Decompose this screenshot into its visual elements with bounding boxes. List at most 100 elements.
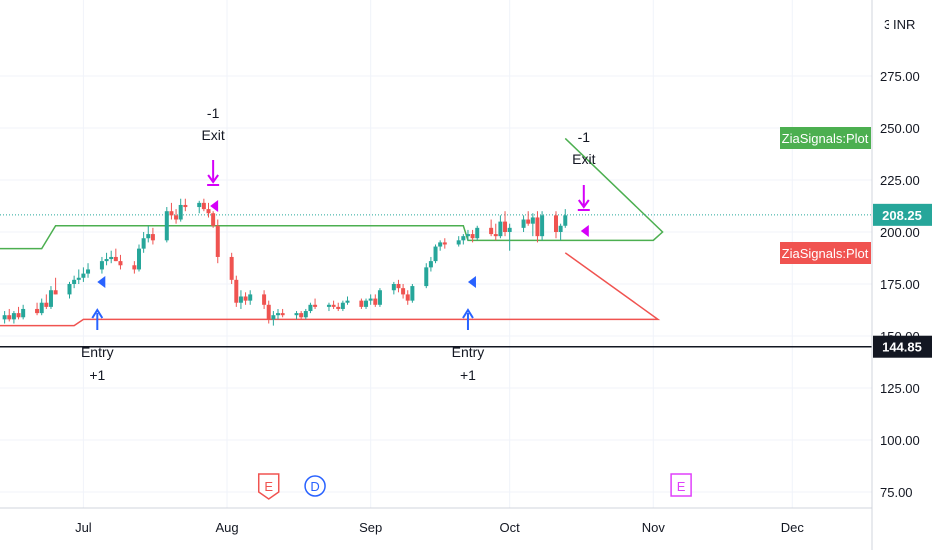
candle-body (197, 202, 202, 208)
candle-body (391, 284, 396, 291)
candle-body (276, 313, 280, 316)
dividend-icon (304, 475, 326, 497)
time-axis[interactable]: Jul Aug Sep Oct Nov Dec (75, 520, 804, 535)
candle-body (475, 227, 480, 239)
earnings-upcoming-icon (670, 473, 692, 497)
candle-body (498, 221, 503, 237)
candle-body (336, 306, 341, 309)
candle-body (377, 290, 382, 305)
exit-arrow-head-icon (207, 174, 219, 184)
time-tick-label: Aug (215, 520, 238, 535)
time-tick-label: Nov (642, 520, 666, 535)
currency-badge[interactable] (889, 14, 919, 34)
exit-flag-icon (580, 225, 589, 237)
event-letter: E (677, 479, 686, 494)
currency-prefix: 3 (884, 17, 891, 32)
last-price-label-bg (873, 203, 932, 226)
time-tick-label: Sep (359, 520, 382, 535)
candle-body (554, 215, 558, 232)
candle-body (280, 313, 285, 316)
earnings-icon (257, 473, 280, 500)
price-tick-label: 200.00 (880, 225, 920, 240)
signal-label: Entry (81, 344, 114, 360)
candle-body (248, 294, 253, 301)
candle-body (48, 290, 53, 307)
candle-body (503, 221, 508, 232)
event-letter: D (310, 479, 319, 494)
candle-body (563, 215, 568, 226)
candle-body (558, 225, 563, 232)
signal-label: -1 (578, 129, 591, 145)
signal-bands (0, 137, 872, 348)
candle-body (308, 304, 313, 312)
candle-body (2, 315, 7, 320)
candle-body (109, 256, 114, 260)
event-letter: E (264, 479, 273, 494)
lower-band-line (0, 252, 661, 327)
signal-label: -1 (207, 105, 220, 121)
candle-body (405, 294, 410, 301)
horizontal-price-label-bg (873, 335, 932, 358)
candle-body (238, 296, 243, 303)
candle-body (183, 204, 188, 208)
candle-body (113, 256, 118, 262)
candle-body (428, 261, 433, 268)
price-axis[interactable]: 75.00100.00125.00150.00175.00200.00225.0… (880, 69, 920, 500)
candle-body (271, 315, 276, 320)
candle-body (326, 304, 331, 307)
price-tick-label: 175.00 (880, 277, 920, 292)
candle-body (368, 298, 373, 301)
candle-body (243, 296, 248, 301)
candle-body (433, 246, 438, 262)
signal-label: Exit (572, 151, 595, 167)
candle-body (229, 256, 234, 280)
plot-label: ZiaSignals:Plot (782, 246, 869, 261)
time-tick-label: Jul (75, 520, 92, 535)
candle-body (470, 234, 475, 239)
upper-band-line (0, 137, 664, 250)
currency-label[interactable]: INR (893, 17, 915, 32)
candle-body (234, 279, 239, 303)
candle-body (99, 261, 104, 270)
candle-body (169, 211, 174, 216)
candle-body (211, 213, 216, 226)
price-tick-label: 275.00 (880, 69, 920, 84)
plot-label-bg (780, 242, 871, 264)
entry-flag-icon (467, 276, 476, 288)
candle-body (35, 308, 40, 314)
candle-body (76, 277, 81, 280)
candle-body (67, 284, 72, 295)
candle-body (410, 286, 415, 301)
candle-body (164, 211, 169, 241)
candle-body (465, 234, 470, 237)
candle-body (104, 259, 109, 262)
candle-body (424, 267, 429, 287)
candle-body (141, 238, 146, 249)
candlestick-series (2, 198, 568, 326)
candle-body (132, 265, 137, 270)
price-tick-label: 125.00 (880, 381, 920, 396)
candle-body (359, 300, 364, 307)
candle-body (21, 308, 26, 318)
candle-body (16, 313, 21, 318)
candle-body (373, 298, 378, 305)
candle-body (206, 209, 211, 214)
exit-flag-icon (210, 200, 219, 212)
price-tick-label: 100.00 (880, 433, 920, 448)
candle-body (11, 313, 16, 320)
candle-body (53, 290, 58, 295)
candle-body (461, 236, 466, 241)
candle-body (294, 313, 299, 316)
candle-body (39, 302, 44, 314)
last-price-label: 208.25 (882, 208, 922, 223)
candle-body (72, 279, 77, 284)
price-tick-label: 250.00 (880, 121, 920, 136)
plot-label-bg (780, 127, 871, 149)
candle-body (215, 225, 220, 257)
candle-body (331, 304, 336, 307)
chart-grid (0, 0, 872, 508)
candle-body (118, 261, 123, 266)
candle-body (81, 273, 86, 278)
